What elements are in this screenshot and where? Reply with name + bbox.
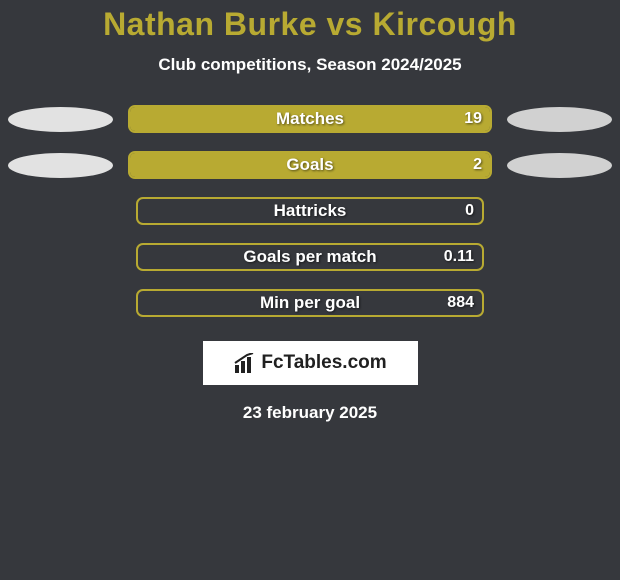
- stat-bar: Min per goal 884: [136, 289, 484, 317]
- stat-value: 0: [465, 202, 474, 220]
- subtitle: Club competitions, Season 2024/2025: [158, 55, 461, 75]
- stats-list: Matches 19 Goals 2 Hattricks 0 Goals per match…: [0, 105, 620, 317]
- stat-label: Goals: [286, 155, 333, 175]
- chart-icon: [233, 353, 257, 373]
- attribution-logo[interactable]: FcTables.com: [203, 341, 418, 385]
- date-label: 23 february 2025: [243, 403, 377, 423]
- stat-label: Goals per match: [243, 247, 376, 267]
- logo-inner: FcTables.com: [233, 352, 386, 374]
- stat-bar: Goals 2: [128, 151, 492, 179]
- stat-row: Goals per match 0.11: [0, 243, 620, 271]
- stat-value: 19: [464, 110, 482, 128]
- player-right-marker: [507, 107, 612, 132]
- stat-value: 2: [473, 156, 482, 174]
- stat-row: Hattricks 0: [0, 197, 620, 225]
- stat-row: Goals 2: [0, 151, 620, 179]
- logo-text: FcTables.com: [261, 352, 386, 374]
- stat-label: Hattricks: [274, 201, 347, 221]
- stat-row: Min per goal 884: [0, 289, 620, 317]
- player-left-marker: [8, 153, 113, 178]
- stat-label: Matches: [276, 109, 344, 129]
- stat-value: 884: [447, 294, 474, 312]
- stat-row: Matches 19: [0, 105, 620, 133]
- stat-bar: Matches 19: [128, 105, 492, 133]
- comparison-widget: Nathan Burke vs Kircough Club competitio…: [0, 0, 620, 423]
- stat-bar: Hattricks 0: [136, 197, 484, 225]
- stat-label: Min per goal: [260, 293, 360, 313]
- player-right-marker: [507, 153, 612, 178]
- page-title: Nathan Burke vs Kircough: [103, 6, 517, 43]
- stat-bar: Goals per match 0.11: [136, 243, 484, 271]
- player-left-marker: [8, 107, 113, 132]
- stat-value: 0.11: [444, 248, 474, 266]
